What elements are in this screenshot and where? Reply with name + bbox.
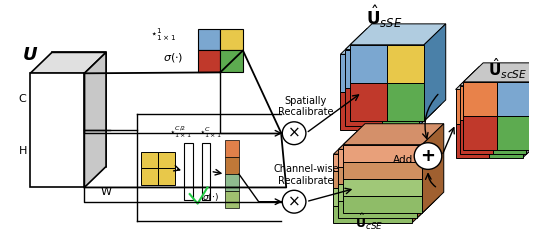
- Bar: [201, 143, 211, 200]
- Bar: [198, 29, 220, 51]
- Polygon shape: [387, 45, 424, 83]
- Text: W: W: [101, 187, 112, 197]
- Circle shape: [414, 143, 442, 169]
- Bar: [220, 51, 243, 72]
- Polygon shape: [333, 133, 434, 154]
- Polygon shape: [333, 154, 412, 171]
- Polygon shape: [460, 86, 493, 120]
- Polygon shape: [523, 70, 537, 158]
- Polygon shape: [30, 73, 84, 187]
- Polygon shape: [417, 128, 439, 218]
- Bar: [141, 152, 158, 168]
- Polygon shape: [531, 63, 537, 150]
- Bar: [225, 191, 239, 208]
- Polygon shape: [30, 52, 106, 73]
- Polygon shape: [345, 88, 382, 126]
- Polygon shape: [489, 89, 523, 124]
- Bar: [141, 168, 158, 185]
- Polygon shape: [338, 128, 439, 149]
- Polygon shape: [338, 184, 417, 201]
- Polygon shape: [463, 63, 537, 82]
- Circle shape: [282, 122, 306, 145]
- Polygon shape: [419, 29, 441, 126]
- Text: Add: Add: [393, 155, 413, 165]
- Polygon shape: [412, 133, 434, 223]
- Polygon shape: [333, 171, 412, 188]
- Polygon shape: [340, 33, 436, 54]
- Bar: [225, 157, 239, 174]
- Polygon shape: [340, 54, 378, 92]
- Bar: [158, 168, 175, 185]
- Text: +: +: [420, 147, 436, 165]
- Polygon shape: [460, 120, 493, 154]
- Polygon shape: [414, 33, 436, 130]
- Polygon shape: [455, 89, 489, 124]
- Polygon shape: [387, 83, 424, 121]
- Text: $\hat{\mathbf{U}}_{cSE}$: $\hat{\mathbf{U}}_{cSE}$: [355, 212, 383, 232]
- Polygon shape: [455, 70, 537, 89]
- Polygon shape: [455, 124, 489, 158]
- Polygon shape: [333, 205, 412, 223]
- Bar: [225, 174, 239, 191]
- Polygon shape: [52, 52, 106, 167]
- Polygon shape: [340, 92, 378, 130]
- Polygon shape: [333, 188, 412, 205]
- Text: U: U: [23, 46, 37, 64]
- Polygon shape: [350, 83, 387, 121]
- Text: ×: ×: [288, 126, 301, 141]
- Polygon shape: [378, 92, 414, 130]
- Bar: [158, 152, 175, 168]
- Polygon shape: [345, 50, 382, 88]
- Polygon shape: [497, 82, 531, 116]
- Polygon shape: [424, 24, 446, 121]
- Polygon shape: [378, 54, 414, 92]
- Polygon shape: [343, 179, 422, 196]
- Text: H: H: [18, 146, 27, 156]
- Polygon shape: [350, 24, 446, 45]
- Text: $\sigma(\cdot)$: $\sigma(\cdot)$: [163, 52, 184, 64]
- Polygon shape: [343, 196, 422, 213]
- Text: $\star_{1\times1}^{C}$: $\star_{1\times1}^{C}$: [199, 125, 222, 140]
- Polygon shape: [463, 116, 497, 150]
- Text: Spatially
Recalibrate: Spatially Recalibrate: [278, 96, 333, 117]
- Polygon shape: [84, 52, 106, 187]
- Text: $\sigma(\cdot)$: $\sigma(\cdot)$: [201, 191, 219, 203]
- Polygon shape: [338, 201, 417, 218]
- Polygon shape: [343, 124, 444, 145]
- Text: ×: ×: [288, 194, 301, 209]
- Polygon shape: [526, 67, 537, 154]
- Polygon shape: [422, 124, 444, 213]
- Polygon shape: [460, 67, 537, 86]
- Polygon shape: [338, 149, 417, 167]
- Polygon shape: [343, 162, 422, 179]
- Polygon shape: [345, 29, 441, 50]
- Polygon shape: [493, 86, 526, 120]
- Text: $\hat{\mathbf{U}}_{scSE}$: $\hat{\mathbf{U}}_{scSE}$: [488, 56, 527, 81]
- Polygon shape: [382, 50, 419, 88]
- Polygon shape: [493, 120, 526, 154]
- Polygon shape: [343, 145, 422, 162]
- Text: C: C: [18, 94, 26, 104]
- Polygon shape: [497, 116, 531, 150]
- Text: $\star^{1}_{1\times1}$: $\star^{1}_{1\times1}$: [150, 26, 177, 43]
- Polygon shape: [489, 124, 523, 158]
- Circle shape: [282, 190, 306, 213]
- Polygon shape: [382, 88, 419, 126]
- Text: Channel-wise
Recalibrate: Channel-wise Recalibrate: [273, 164, 339, 186]
- Text: $\star_{1\times1}^{C/2}$: $\star_{1\times1}^{C/2}$: [169, 124, 192, 140]
- Bar: [220, 29, 243, 51]
- Polygon shape: [338, 167, 417, 184]
- Polygon shape: [350, 45, 387, 83]
- Bar: [184, 143, 193, 200]
- Bar: [198, 51, 220, 72]
- Text: $\hat{\mathbf{U}}_{sSE}$: $\hat{\mathbf{U}}_{sSE}$: [366, 3, 403, 30]
- Polygon shape: [463, 82, 497, 116]
- Bar: [225, 140, 239, 157]
